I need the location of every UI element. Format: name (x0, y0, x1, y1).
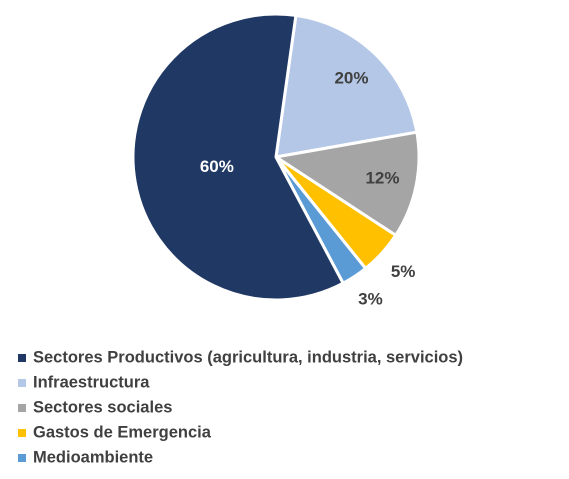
legend-label: Infraestructura (33, 373, 150, 391)
legend-label: Sectores Productivos (agricultura, indus… (33, 348, 463, 366)
data-label: 60% (200, 157, 234, 176)
legend-swatch (18, 454, 26, 462)
legend-label: Gastos de Emergencia (33, 423, 212, 441)
data-label: 12% (365, 168, 399, 187)
legend-swatch (18, 404, 26, 412)
data-label: 5% (391, 262, 416, 281)
pie-slice (131, 12, 346, 302)
legend-label: Sectores sociales (33, 398, 172, 416)
legend-label: Medioambiente (33, 448, 153, 466)
legend-swatch (18, 379, 26, 387)
data-label: 3% (358, 290, 383, 309)
pie-slice (272, 130, 421, 238)
data-label: 20% (334, 68, 368, 87)
legend-swatch (18, 354, 26, 362)
legend-swatch (18, 429, 26, 437)
pie-slice (274, 13, 419, 159)
